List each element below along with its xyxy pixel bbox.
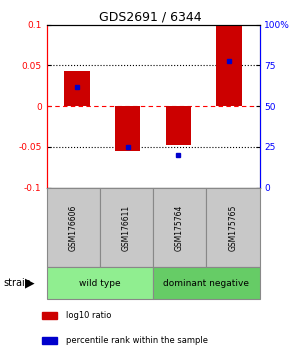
Bar: [216, 27, 242, 106]
Text: GSM175764: GSM175764: [175, 204, 184, 251]
Bar: [115, 106, 140, 151]
Text: GSM176606: GSM176606: [69, 204, 78, 251]
Text: log10 ratio: log10 ratio: [66, 311, 111, 320]
Text: GSM175765: GSM175765: [228, 204, 237, 251]
Bar: [64, 71, 90, 106]
Text: GDS2691 / 6344: GDS2691 / 6344: [99, 11, 201, 24]
Text: ▶: ▶: [25, 277, 35, 290]
Text: GSM176611: GSM176611: [122, 204, 131, 251]
Text: dominant negative: dominant negative: [163, 279, 249, 288]
Text: percentile rank within the sample: percentile rank within the sample: [66, 336, 208, 345]
Bar: [166, 106, 191, 145]
Text: wild type: wild type: [79, 279, 121, 288]
Text: strain: strain: [3, 278, 31, 288]
